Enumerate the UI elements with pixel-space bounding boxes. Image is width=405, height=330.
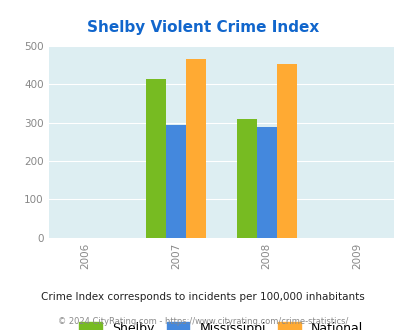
Text: Shelby Violent Crime Index: Shelby Violent Crime Index xyxy=(87,20,318,35)
Text: Crime Index corresponds to incidents per 100,000 inhabitants: Crime Index corresponds to incidents per… xyxy=(41,292,364,302)
Legend: Shelby, Mississippi, National: Shelby, Mississippi, National xyxy=(74,316,367,330)
Bar xyxy=(236,119,256,238)
Bar xyxy=(185,59,205,238)
Text: © 2024 CityRating.com - https://www.cityrating.com/crime-statistics/: © 2024 CityRating.com - https://www.city… xyxy=(58,317,347,326)
Bar xyxy=(276,64,296,238)
Bar xyxy=(145,79,166,238)
Bar xyxy=(256,127,276,238)
Bar xyxy=(166,125,185,238)
